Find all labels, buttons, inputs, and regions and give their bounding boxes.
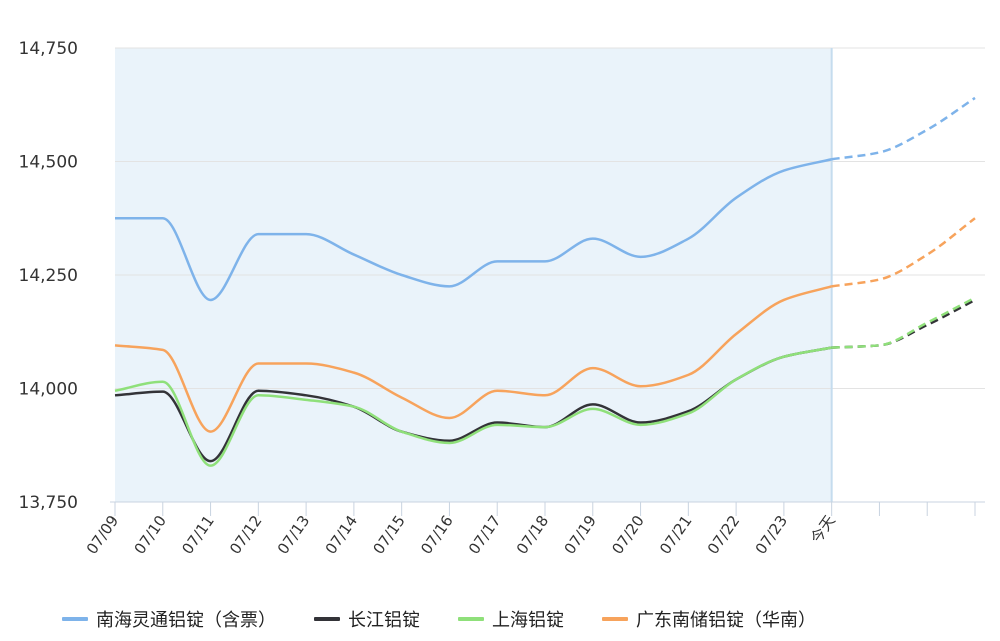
x-tick-label: 07/14 <box>322 512 362 558</box>
legend-swatch <box>602 617 628 621</box>
legend-label: 广东南储铝锭（华南） <box>636 610 816 631</box>
series-forecast-line <box>831 96 976 161</box>
legend-item[interactable]: 长江铝锭 <box>314 606 420 632</box>
x-tick-label: 07/22 <box>704 512 744 558</box>
series-line <box>114 285 833 433</box>
x-tick-label: 07/11 <box>178 512 218 558</box>
legend: 南海灵通铝锭（含票） 长江铝锭 上海铝锭 广东南储铝锭（华南） <box>62 606 854 632</box>
series-line <box>114 346 832 467</box>
x-tick-label: 07/15 <box>369 512 409 558</box>
x-tick-label: 07/17 <box>465 512 505 558</box>
y-tick-label: 14,500 <box>19 153 78 173</box>
x-tick-label: 07/13 <box>274 512 314 558</box>
series-forecast-line <box>831 298 976 349</box>
y-tick-label: 14,000 <box>19 380 78 400</box>
legend-swatch <box>314 617 340 621</box>
y-tick-label: 13,750 <box>19 493 78 513</box>
x-tick-label: 07/09 <box>83 512 123 558</box>
x-tick-label: 07/20 <box>608 512 648 558</box>
x-tick-label: 07/12 <box>226 512 266 558</box>
x-tick-label: 今天 <box>807 512 839 547</box>
x-tick-label: 07/16 <box>417 512 457 558</box>
x-tick-label: 07/19 <box>561 512 601 558</box>
series-line <box>115 158 832 302</box>
legend-item[interactable]: 南海灵通铝锭（含票） <box>62 606 276 632</box>
x-tick-label: 07/21 <box>656 512 696 558</box>
series-forecast-line <box>831 217 976 288</box>
legend-swatch <box>458 617 484 621</box>
legend-label: 南海灵通铝锭（含票） <box>96 610 276 631</box>
legend-item[interactable]: 上海铝锭 <box>458 606 564 632</box>
y-tick-label: 14,250 <box>19 266 78 286</box>
legend-label: 长江铝锭 <box>348 610 420 631</box>
legend-label: 上海铝锭 <box>492 610 564 631</box>
x-tick-label: 07/23 <box>752 512 792 558</box>
x-tick-label: 07/10 <box>131 512 171 558</box>
y-tick-label: 14,750 <box>19 39 78 59</box>
legend-swatch <box>62 617 88 621</box>
legend-item[interactable]: 广东南储铝锭（华南） <box>602 606 816 632</box>
x-tick-label: 07/18 <box>513 512 553 558</box>
series-forecast-line <box>831 296 976 349</box>
